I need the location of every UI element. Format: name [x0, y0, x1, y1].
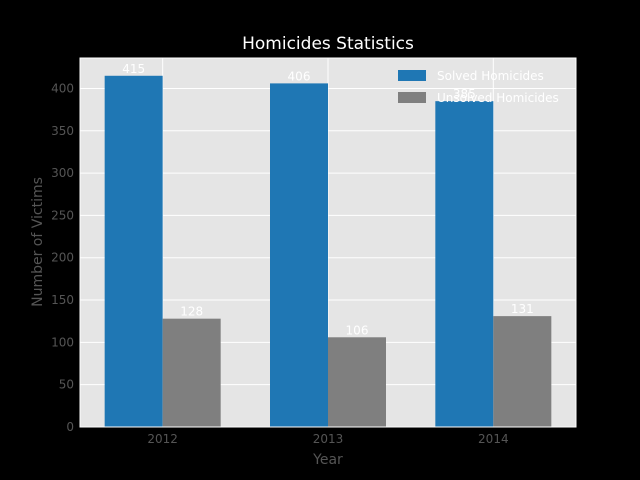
data-label-solved-2014: 385 — [453, 87, 476, 101]
bar-labels: 415 128 406 106 385 131 — [122, 62, 534, 338]
legend-swatch-solved — [398, 70, 426, 81]
chart-title: Homicides Statistics — [242, 34, 414, 54]
legend-label-unsolved: Unsolved Homicides — [437, 91, 559, 105]
x-tick-label: 2013 — [313, 432, 344, 446]
legend-label-solved: Solved Homicides — [437, 69, 544, 83]
y-tick-label: 250 — [51, 208, 74, 222]
data-label-solved-2013: 406 — [288, 69, 311, 83]
x-axis-label: Year — [312, 452, 343, 468]
x-tick-label: 2014 — [478, 432, 509, 446]
bar-solved-2014 — [435, 101, 494, 427]
data-label-solved-2012: 415 — [122, 62, 145, 76]
y-tick-label: 50 — [59, 378, 74, 392]
y-tick-label: 400 — [51, 81, 74, 95]
bar-solved-2013 — [270, 83, 328, 428]
y-tick-label: 200 — [51, 251, 74, 265]
legend: Solved Homicides Unsolved Homicides — [398, 69, 559, 105]
data-label-unsolved-2012: 128 — [180, 305, 203, 319]
x-axis-ticks: 2012 2013 2014 — [147, 432, 508, 446]
bar-solved-2012 — [104, 75, 163, 427]
y-tick-label: 100 — [51, 335, 74, 349]
bar-unsolved-2012 — [162, 318, 221, 427]
y-axis-label: Number of Victims — [30, 177, 46, 307]
bar-unsolved-2013 — [328, 337, 386, 427]
y-tick-label: 350 — [51, 124, 74, 138]
y-tick-label: 300 — [51, 166, 74, 180]
bars — [104, 75, 552, 428]
y-tick-label: 150 — [51, 293, 74, 307]
legend-swatch-unsolved — [398, 92, 426, 103]
plot-frame — [79, 57, 577, 428]
y-axis-ticks: 0 50 100 150 200 250 300 350 400 — [51, 81, 74, 434]
data-label-unsolved-2013: 106 — [346, 323, 369, 337]
y-tick-label: 0 — [66, 420, 74, 434]
x-tick-label: 2012 — [147, 432, 178, 446]
data-label-unsolved-2014: 131 — [511, 302, 534, 316]
bar-unsolved-2014 — [493, 316, 552, 427]
